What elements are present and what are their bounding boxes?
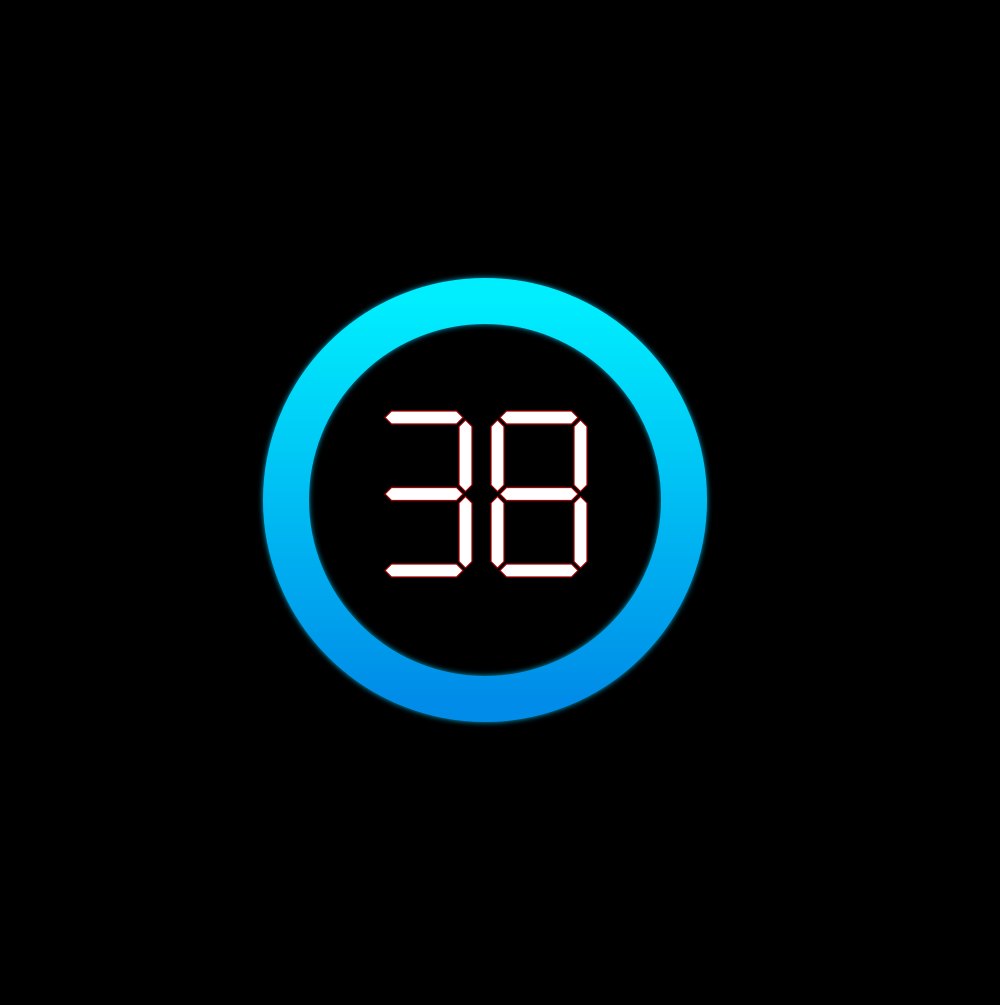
segment-top-right: [458, 419, 473, 493]
segment-middle: [384, 486, 464, 502]
segment-bottom: [384, 563, 464, 578]
segment-top-left: [490, 419, 505, 493]
progress-ring: [263, 278, 707, 722]
segment-top: [384, 410, 464, 425]
segment-bottom-right: [573, 495, 588, 569]
segment-bottom-left: [490, 495, 505, 569]
digit-tens: [384, 410, 473, 578]
segment-top: [499, 410, 579, 425]
segment-bottom: [499, 563, 579, 578]
segment-bottom-right: [458, 495, 473, 569]
digit-ones: [490, 410, 588, 578]
segment-top-right: [573, 419, 588, 493]
segment-middle: [499, 486, 579, 502]
